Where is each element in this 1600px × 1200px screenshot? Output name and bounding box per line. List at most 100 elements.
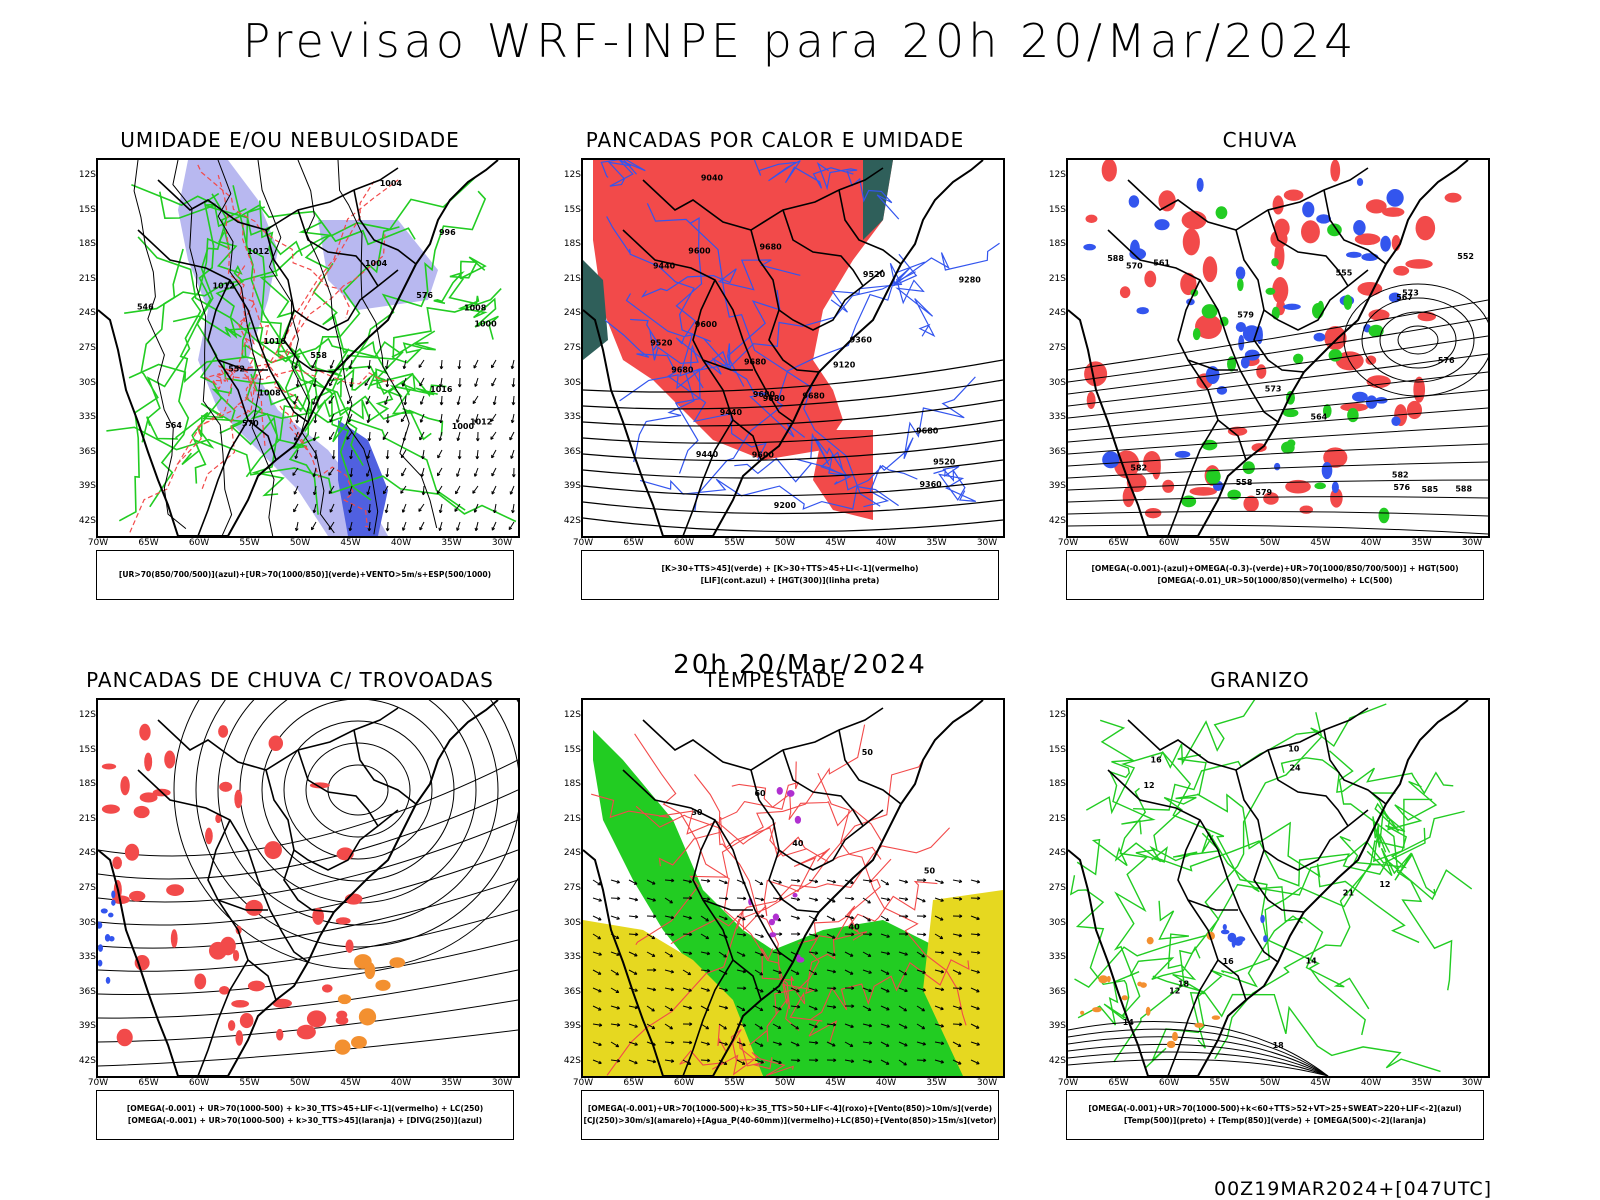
rain-green-area bbox=[1227, 356, 1237, 372]
thunderstorm-red-area bbox=[345, 939, 354, 953]
lat-tick-label: 24S bbox=[563, 848, 581, 859]
contour-label: 558 bbox=[1236, 478, 1253, 487]
lat-tick-label: 33S bbox=[563, 952, 581, 963]
contour-label: 16 bbox=[1223, 957, 1235, 966]
divergence-blue-area bbox=[98, 959, 103, 967]
country-border bbox=[1127, 707, 1369, 771]
lon-tick-label: 55W bbox=[239, 1078, 260, 1088]
wind-vector bbox=[418, 359, 425, 368]
contour-label: 9680 bbox=[763, 394, 786, 403]
wind850-vector bbox=[754, 1059, 764, 1064]
country-border bbox=[1267, 209, 1349, 287]
rain-blue-area bbox=[1238, 334, 1245, 351]
lat-tick-label: 15S bbox=[1048, 204, 1066, 215]
lat-tick-label: 27S bbox=[78, 883, 96, 893]
lat-tick-label: 21S bbox=[78, 273, 96, 284]
instability-li-area bbox=[593, 160, 893, 460]
country-border bbox=[1107, 769, 1279, 963]
wind850-vector bbox=[718, 1023, 727, 1030]
high-pressure-contour bbox=[1361, 297, 1475, 383]
lon-tick-label: 50W bbox=[289, 538, 311, 548]
country-border bbox=[782, 749, 864, 827]
temp500-contour bbox=[1068, 1043, 1329, 1076]
precipitable-water-contour bbox=[606, 742, 934, 1076]
wind850-vector bbox=[862, 1023, 873, 1028]
rain-green-area bbox=[1215, 206, 1228, 220]
wind-vector bbox=[382, 485, 389, 495]
legend-line: [UR>70(850/700/500)](azul)+[UR>70(1000/8… bbox=[118, 570, 492, 579]
rain-red-area bbox=[1180, 272, 1197, 296]
lon-tick-label: 70W bbox=[87, 538, 109, 548]
wind850-vector bbox=[862, 987, 872, 993]
streamline-250 bbox=[98, 789, 518, 880]
lon-tick-label: 45W bbox=[340, 1078, 361, 1088]
wind850-vector bbox=[898, 879, 909, 884]
wind-vector bbox=[492, 503, 497, 514]
hgt500-contour bbox=[1068, 425, 1488, 455]
storm-purple-area bbox=[792, 892, 798, 898]
wind850-vector bbox=[808, 879, 819, 884]
wind850-vector bbox=[592, 1041, 602, 1047]
wind850-vector bbox=[790, 969, 800, 975]
wind850-vector bbox=[646, 897, 656, 902]
wind850-vector bbox=[862, 969, 872, 974]
legend-box: [K>30+TTS>45](verde) + [K>30+TTS>45+LI<-… bbox=[581, 550, 999, 600]
contour-label: 588 bbox=[1455, 485, 1472, 494]
contour-label: 570 bbox=[1126, 262, 1143, 271]
wind850-vector bbox=[970, 1005, 980, 1011]
legend-box: [OMEGA(-0.001)+UR>70(1000-500)+k>35_TTS>… bbox=[581, 1090, 999, 1140]
map-panel-granizo: GRANIZO 18 16 14 12 10 12 14 16 18 21 24 12 12S 15S 18S… bbox=[1040, 668, 1490, 1148]
hgt300-contour bbox=[583, 379, 1003, 410]
thickness-contour bbox=[201, 180, 375, 489]
wind850-vector bbox=[664, 1023, 673, 1030]
country-border bbox=[838, 729, 902, 805]
low-level-humidity-contour bbox=[106, 426, 517, 523]
wind850-vector bbox=[808, 1023, 818, 1029]
wind850-vector bbox=[772, 1059, 782, 1065]
precipitable-water-contour bbox=[635, 724, 866, 946]
rain-red-area bbox=[1340, 403, 1369, 412]
precipitable-water-contour bbox=[635, 805, 882, 863]
country-border bbox=[1267, 749, 1349, 827]
wind850-vector bbox=[736, 951, 746, 957]
wind-vector bbox=[401, 503, 407, 513]
wind-vector bbox=[385, 521, 390, 532]
wind850-vector bbox=[736, 1005, 746, 1011]
streamline-250 bbox=[98, 759, 518, 857]
rain-blue-area bbox=[1136, 307, 1149, 315]
wind850-vector bbox=[862, 897, 871, 904]
lat-tick-label: 21S bbox=[1048, 813, 1066, 824]
wind850-vector bbox=[700, 878, 711, 883]
rain-green-area bbox=[1281, 441, 1295, 454]
lat-tick-label: 30S bbox=[1048, 377, 1066, 388]
low-level-humidity-contour bbox=[124, 177, 476, 314]
contour-label: 9600 bbox=[688, 246, 711, 255]
precipitable-water-contour bbox=[634, 733, 800, 1031]
lat-tick-label: 24S bbox=[1048, 848, 1066, 859]
lat-tick-label: 42S bbox=[1048, 1056, 1066, 1066]
wind850-vector bbox=[898, 914, 909, 919]
storm-purple-area bbox=[769, 932, 777, 938]
rain-red-area bbox=[1357, 281, 1383, 296]
lon-tick-label: 70W bbox=[1057, 538, 1079, 548]
wind850-vector bbox=[664, 951, 674, 958]
coastline bbox=[98, 160, 499, 536]
map-area: 588 585 588 582 579 576 573 570 567 564 561 558 555 5… bbox=[1066, 158, 1490, 538]
thickness-contour bbox=[234, 265, 256, 413]
lat-tick-label: 42S bbox=[563, 1056, 581, 1066]
lat-tick-label: 18S bbox=[563, 779, 581, 790]
wind-vector bbox=[419, 431, 425, 441]
lon-tick-label: 30W bbox=[976, 538, 998, 548]
country-border bbox=[1107, 229, 1279, 423]
lat-tick-label: 12S bbox=[563, 710, 581, 720]
contour-label: 9600 bbox=[752, 450, 775, 459]
lifted-index-contour bbox=[619, 271, 916, 402]
wind850-vector bbox=[718, 1005, 729, 1010]
wind850-vector bbox=[790, 878, 801, 883]
rain-green-area bbox=[1343, 294, 1353, 310]
low-level-humidity-contour bbox=[304, 385, 438, 432]
precipitable-water-contour bbox=[717, 1024, 773, 1070]
wind-vector bbox=[329, 377, 335, 387]
rain-green-area bbox=[1282, 408, 1299, 418]
wind850-vector bbox=[718, 896, 729, 901]
